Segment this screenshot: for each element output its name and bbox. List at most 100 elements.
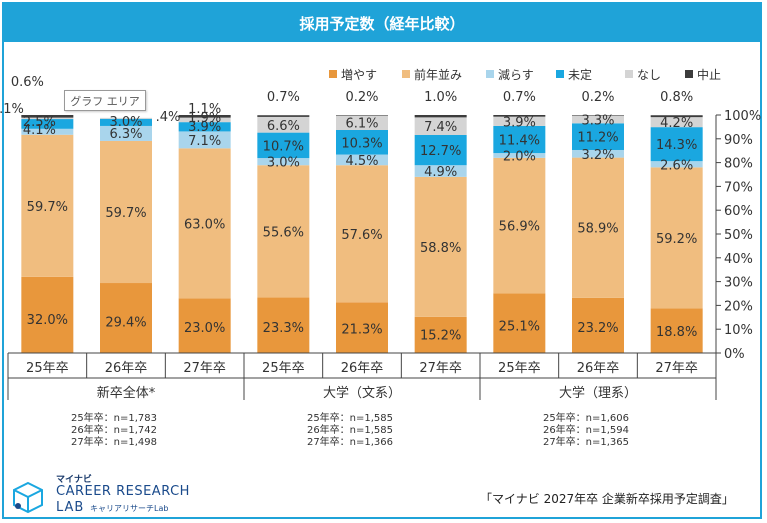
data-label-decrease: 2.0% bbox=[503, 149, 536, 164]
data-label-undecided: 3.9% bbox=[188, 120, 221, 135]
data-label-undecided: 10.7% bbox=[263, 139, 304, 154]
bar-segment-decrease bbox=[336, 154, 388, 166]
bar-segment-same bbox=[572, 157, 624, 298]
data-label-undecided: 2.5% bbox=[23, 115, 56, 130]
bar-segment-same bbox=[100, 140, 152, 284]
source-note: 「マイナビ 2027年卒 企業新卒採用予定調査」 bbox=[480, 492, 734, 506]
legend-swatch-stop bbox=[685, 70, 693, 78]
data-label-stop: 1.1% bbox=[0, 102, 24, 117]
bar-segment-none bbox=[178, 117, 231, 123]
data-label-decrease: 6.3% bbox=[109, 127, 142, 142]
y-tick-label: 0% bbox=[724, 347, 745, 362]
bar-segment-undecided bbox=[178, 122, 231, 132]
group-label: 大学（理系） bbox=[559, 385, 637, 401]
sample-size-note: 26年卒：n=1,594 bbox=[543, 423, 629, 436]
group-label: 大学（文系） bbox=[323, 385, 401, 401]
bar-segment-undecided bbox=[493, 125, 546, 154]
data-label-decrease: 3.0% bbox=[267, 156, 300, 171]
data-label-same: 56.9% bbox=[499, 220, 540, 235]
data-label-none: .4% bbox=[156, 110, 181, 125]
sample-size-note: 27年卒：n=1,366 bbox=[307, 435, 393, 448]
data-label-stop: 0.2% bbox=[581, 90, 614, 105]
data-label-increase: 21.3% bbox=[341, 323, 382, 338]
data-label-same: 55.6% bbox=[263, 225, 304, 240]
bar-segment-decrease bbox=[493, 153, 546, 158]
bar-segment-same bbox=[336, 165, 388, 303]
bar-segment-none bbox=[21, 117, 74, 120]
x-tick-label: 27年卒 bbox=[183, 361, 226, 376]
x-tick-label: 27年卒 bbox=[419, 361, 462, 376]
data-label-stop: 1.0% bbox=[424, 90, 457, 105]
data-label-same: 59.7% bbox=[105, 206, 146, 221]
data-label-decrease: 7.1% bbox=[188, 134, 221, 149]
bar-segment-none bbox=[650, 117, 703, 128]
legend-label-same: 前年並み bbox=[414, 67, 462, 82]
data-label-same: 59.2% bbox=[656, 232, 697, 247]
x-tick-label: 25年卒 bbox=[26, 361, 69, 376]
data-label-none: 3.3% bbox=[581, 113, 614, 128]
bar-segment-decrease bbox=[650, 161, 703, 168]
y-tick-label: 50% bbox=[724, 228, 753, 243]
data-label-increase: 18.8% bbox=[656, 325, 697, 340]
sample-size-note: 27年卒：n=1,498 bbox=[71, 435, 157, 448]
data-label-same: 58.9% bbox=[577, 222, 618, 237]
data-label-undecided: 14.3% bbox=[656, 138, 697, 153]
bar-segment-same bbox=[21, 134, 74, 277]
bar-segment-undecided bbox=[414, 134, 467, 166]
sample-size-note: 25年卒：n=1,585 bbox=[307, 411, 393, 424]
data-label-undecided: 3.0% bbox=[109, 115, 142, 130]
x-tick-label: 26年卒 bbox=[341, 361, 384, 376]
data-label-increase: 23.2% bbox=[577, 321, 618, 336]
legend-label-stop: 中止 bbox=[697, 67, 721, 82]
bar-segment-increase bbox=[650, 308, 703, 353]
data-label-decrease: 4.1% bbox=[23, 123, 56, 138]
data-label-none: 6.1% bbox=[345, 117, 378, 132]
data-label-decrease: 2.6% bbox=[660, 158, 693, 173]
bar-segment-same bbox=[650, 167, 703, 309]
data-label-same: 63.0% bbox=[184, 217, 225, 232]
bar-segment-none bbox=[257, 116, 310, 133]
logo-cube-icon bbox=[13, 481, 43, 514]
bar-segment-decrease bbox=[414, 165, 467, 177]
bar-segment-decrease bbox=[572, 149, 624, 158]
data-label-decrease: 4.9% bbox=[424, 165, 457, 180]
chart-title: 採用予定数（経年比較） bbox=[4, 4, 760, 42]
bar-segment-decrease bbox=[178, 131, 231, 149]
bar-segment-stop bbox=[21, 115, 74, 118]
bar-segment-stop bbox=[572, 115, 624, 116]
bar-segment-same bbox=[257, 165, 310, 298]
bar-segment-stop bbox=[493, 115, 546, 117]
data-label-decrease: 4.5% bbox=[345, 154, 378, 169]
y-tick-label: 70% bbox=[724, 180, 753, 195]
legend-label-decrease: 減らす bbox=[498, 67, 534, 82]
bar-segment-undecided bbox=[100, 118, 152, 126]
data-label-same: 59.7% bbox=[27, 200, 68, 215]
bar-segment-same bbox=[493, 157, 546, 294]
bar-segment-stop bbox=[650, 115, 703, 118]
bar-segment-stop bbox=[257, 115, 310, 117]
data-label-undecided: 11.2% bbox=[577, 131, 618, 146]
data-label-increase: 25.1% bbox=[499, 319, 540, 334]
y-tick-label: 20% bbox=[724, 299, 753, 314]
x-tick-label: 26年卒 bbox=[577, 361, 620, 376]
logo-name: CAREER RESEARCH bbox=[56, 484, 190, 499]
data-label-stop: 0.2% bbox=[345, 90, 378, 105]
data-label-undecided: 10.3% bbox=[341, 136, 382, 151]
bar-segment-none bbox=[414, 117, 467, 135]
data-label-stop: 0.8% bbox=[660, 90, 693, 105]
data-label-stop: 0.7% bbox=[267, 90, 300, 105]
y-tick-label: 10% bbox=[724, 323, 753, 338]
y-tick-label: 60% bbox=[724, 204, 753, 219]
legend-label-none: なし bbox=[637, 68, 661, 82]
data-label-undecided: 12.7% bbox=[420, 144, 461, 159]
sample-size-note: 25年卒：n=1,606 bbox=[543, 411, 629, 424]
group-label: 新卒全体* bbox=[97, 385, 156, 401]
bar-segment-none bbox=[100, 117, 152, 119]
bar-segment-increase bbox=[100, 283, 152, 353]
data-label-increase: 23.0% bbox=[184, 321, 225, 336]
data-label-increase: 29.4% bbox=[105, 315, 146, 330]
sample-size-note: 26年卒：n=1,585 bbox=[307, 423, 393, 436]
bar-segment-same bbox=[178, 148, 231, 299]
bar-segment-same bbox=[414, 176, 467, 317]
data-label-none: 6.6% bbox=[267, 119, 300, 134]
